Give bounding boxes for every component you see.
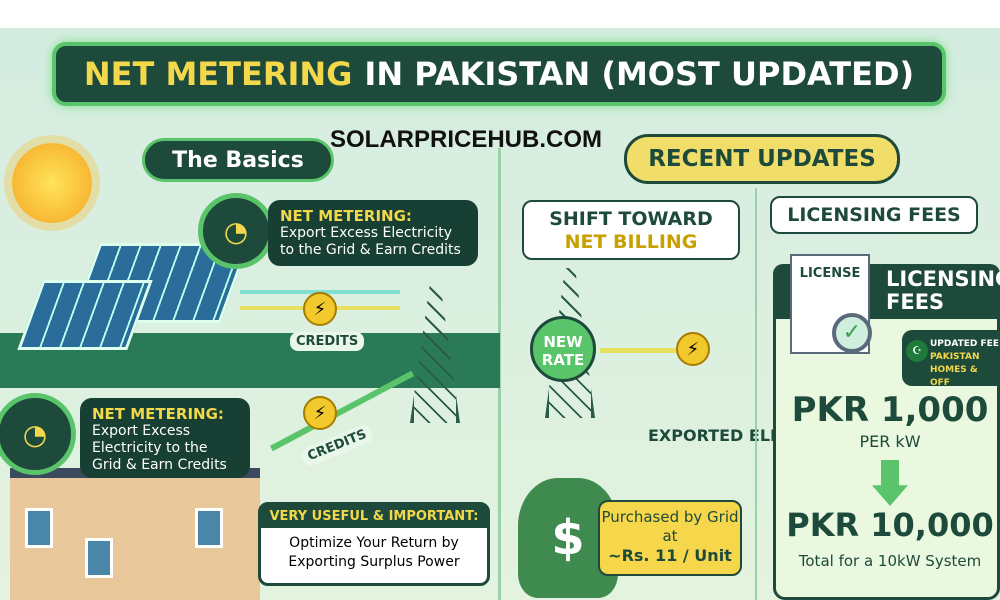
title-rest: IN PAKISTAN (MOST UPDATED) (364, 55, 915, 93)
callout-body: Export Excess Electricity to the Grid & … (92, 423, 227, 473)
basics-label: The Basics (142, 138, 334, 182)
lightning-coin-icon: ⚡ (303, 396, 337, 430)
price-total: PKR 10,000 (786, 506, 994, 544)
callout-heading: NET METERING: (92, 405, 224, 423)
house-illustration (10, 468, 260, 600)
column-divider (755, 188, 757, 600)
meter-gauge-icon: ◔ (198, 193, 274, 269)
lightning-coin-icon: ⚡ (303, 292, 337, 326)
money-bag-icon: $ (518, 478, 618, 598)
recent-updates-label: RECENT UPDATES (624, 134, 900, 184)
total-note: Total for a 10kW System (798, 552, 982, 570)
pakistan-flag-icon: ☪ (906, 340, 928, 362)
shift-net-billing-box: SHIFT TOWARD NET BILLING (522, 200, 740, 260)
energy-flow-line (600, 348, 700, 353)
useful-callout: VERY USEFUL & IMPORTANT: Optimize Your R… (258, 502, 490, 586)
price-per-kw: PKR 1,000 (791, 390, 989, 430)
callout-heading: NET METERING: (280, 207, 412, 225)
purchase-rate-box: Purchased by Grid at ~Rs. 11 / Unit (598, 500, 742, 576)
watermark: SOLARPRICEHUB.COM (330, 126, 603, 153)
useful-body: Optimize Your Return by Exporting Surplu… (288, 535, 460, 570)
infographic: NET METERING IN PAKISTAN (MOST UPDATED) … (0, 28, 1000, 600)
lightning-coin-icon: ⚡ (676, 332, 710, 366)
licensing-fees-title: LICENSING FEES (770, 196, 978, 234)
meter-gauge-icon: ◔ (0, 393, 76, 475)
shift-line2: NET BILLING (564, 231, 698, 253)
sun-icon (12, 143, 92, 223)
badge-line2: PAKISTAN (930, 352, 980, 362)
magnifier-check-icon: ✓ (832, 313, 872, 353)
purchase-rate: ~Rs. 11 / Unit (608, 546, 732, 565)
badge-line1: UPDATED FEE (930, 339, 999, 349)
callout-body: Export Excess Electricity to the Grid & … (280, 225, 461, 258)
shift-line1: SHIFT TOWARD (549, 208, 713, 230)
purchase-line: Purchased by Grid at (601, 508, 739, 545)
new-rate-badge: NEW RATE (530, 316, 596, 382)
credits-label: CREDITS (290, 332, 365, 351)
useful-heading: VERY USEFUL & IMPORTANT: (261, 505, 487, 528)
title-banner: NET METERING IN PAKISTAN (MOST UPDATED) (52, 42, 946, 106)
title-highlight: NET METERING (83, 55, 353, 93)
badge-line3: HOMES & OFF (930, 365, 978, 388)
net-metering-callout-bottom: NET METERING: Export Excess Electricity … (80, 398, 250, 478)
net-metering-callout-top: NET METERING: Export Excess Electricity … (268, 200, 478, 266)
per-kw-label: PER kW (859, 432, 921, 451)
licensing-panel-title: LICENSING FEES (886, 267, 1000, 314)
